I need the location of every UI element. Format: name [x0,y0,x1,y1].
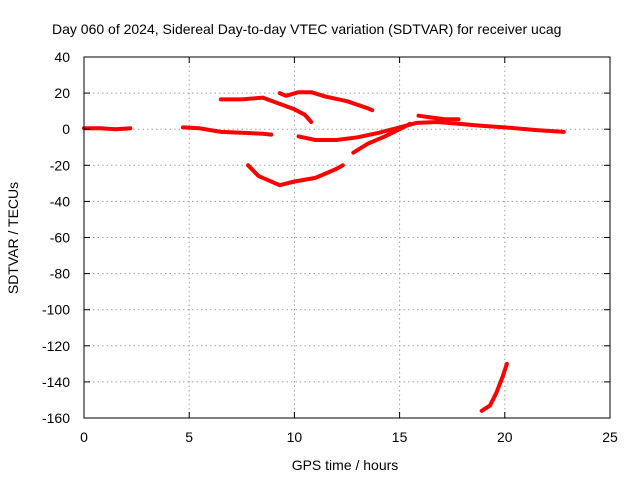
x-tick-label: 15 [392,429,408,445]
axis-ticks: 0 5 10 15 20 25 40 20 0 -20 -40 -60 -80 -100 -120 -140 -… [42,49,618,445]
x-tick-label: 20 [497,429,513,445]
y-tick-label: 0 [62,121,70,137]
series-arc-7 [351,121,413,155]
y-axis-label: SDTVAR / TECUs [5,182,21,294]
series-arc-6 [296,120,566,142]
x-axis-label: GPS time / hours [292,457,399,473]
series-arc-3 [218,95,314,124]
grid [84,57,610,418]
x-tick-label: 25 [602,429,618,445]
y-tick-label: -60 [50,230,70,246]
series-arc-5 [246,163,345,188]
x-tick-label: 5 [185,429,193,445]
y-tick-label: -100 [42,302,70,318]
plot-frame [83,56,611,419]
series-arc-9 [479,361,509,413]
y-tick-label: -120 [42,338,70,354]
series-arc-4 [277,90,375,113]
x-tick-label: 10 [287,429,303,445]
data-series [82,90,566,413]
y-tick-label: 20 [54,85,70,101]
y-tick-label: -20 [50,157,70,173]
y-tick-label: -80 [50,266,70,282]
y-tick-label: -160 [42,410,70,426]
y-tick-label: -40 [50,193,70,209]
y-tick-label: -140 [42,374,70,390]
series-arc-2 [180,125,274,137]
x-tick-label: 0 [80,429,88,445]
chart-title: Day 060 of 2024, Sidereal Day-to-day VTE… [52,21,561,37]
y-tick-label: 40 [54,49,70,65]
series-arc-8 [416,113,461,122]
series-arc-1 [82,126,133,132]
